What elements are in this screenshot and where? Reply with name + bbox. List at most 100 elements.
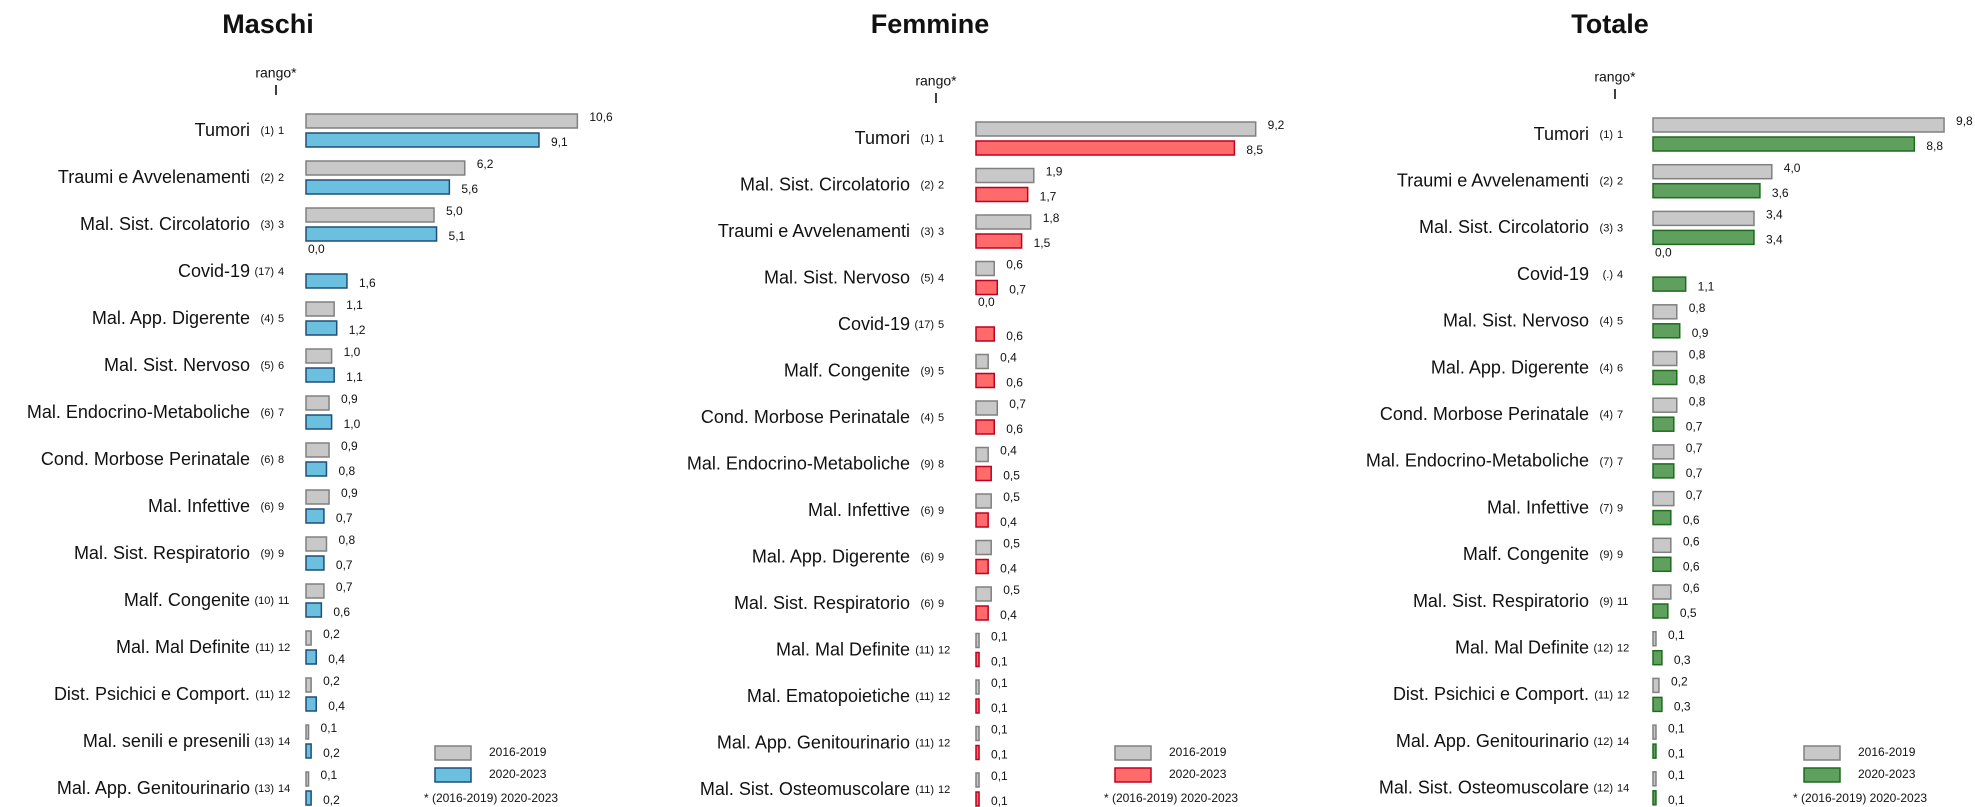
value-label: 0,7 (1009, 397, 1026, 411)
value-label: 0,7 (1686, 441, 1703, 455)
value-label: 9,2 (1268, 118, 1285, 132)
value-label: 0,7 (1009, 283, 1026, 297)
bar (305, 113, 579, 129)
value-label: 0,9 (341, 392, 358, 406)
rank-now: 5 (938, 412, 944, 424)
value-label: 3,6 (1772, 186, 1789, 200)
category-label: Traumi e Avvelenamenti (1397, 170, 1589, 190)
value-label: 0,9 (341, 486, 358, 500)
value-label: 0,8 (338, 464, 355, 478)
bar (975, 632, 980, 649)
value-label: 0,6 (1006, 376, 1023, 390)
rank-now: 12 (1617, 689, 1629, 701)
bar (305, 367, 335, 383)
value-label: 1,1 (1698, 279, 1715, 293)
bar (1652, 603, 1669, 619)
rank-now: 9 (1617, 503, 1623, 515)
value-label: 0,2 (323, 674, 340, 688)
category-label: Mal. Sist. Circolatorio (740, 174, 910, 194)
bar (305, 414, 333, 430)
category-label: Covid-19 (178, 261, 250, 281)
value-label: 0,3 (1674, 700, 1691, 714)
value-label: 0,4 (1000, 608, 1017, 622)
category-label: Mal. App. Genitourinario (57, 778, 250, 798)
panel-title: Femmine (871, 9, 990, 39)
rank-prev: (9) (921, 365, 934, 377)
legend-label: 2020-2023 (1169, 767, 1227, 781)
value-label: 0,8 (1689, 394, 1706, 408)
rank-now: 4 (938, 272, 944, 284)
category-label: Mal. Sist. Circolatorio (80, 214, 250, 234)
value-label: 0,1 (1668, 628, 1685, 642)
value-label: 0,5 (1003, 537, 1020, 551)
rank-now: 12 (938, 737, 950, 749)
value-label: 0,4 (1000, 444, 1017, 458)
category-label: Cond. Morbose Perinatale (1380, 404, 1589, 424)
bar (305, 179, 451, 195)
rank-prev: (11) (915, 737, 934, 749)
rank-prev: (6) (921, 598, 934, 610)
rank-now: 12 (278, 689, 290, 701)
rank-prev: (3) (1600, 222, 1613, 234)
category-label: Mal. Mal Definite (776, 639, 910, 659)
rank-prev: (6) (261, 454, 274, 466)
legend-label: 2020-2023 (489, 767, 547, 781)
value-label: 0,1 (991, 655, 1008, 669)
rank-now: 12 (938, 784, 950, 796)
value-label: 0,1 (991, 748, 1008, 762)
value-label: 0,6 (1006, 422, 1023, 436)
value-label: 0,2 (323, 793, 340, 807)
rank-now: 3 (938, 226, 944, 238)
rank-prev: (3) (921, 226, 934, 238)
bar (305, 132, 540, 148)
bar (1652, 509, 1672, 526)
rank-now: 11 (1617, 596, 1628, 608)
value-label: 0,2 (1671, 675, 1688, 689)
rank-now: 4 (278, 266, 284, 278)
rank-prev: (2) (261, 172, 274, 184)
bar (1652, 117, 1945, 133)
value-label: 0,1 (1668, 768, 1685, 782)
bar (975, 744, 980, 761)
rank-now: 2 (1617, 176, 1623, 188)
category-label: Mal. Ematopoietiche (747, 686, 910, 706)
bar (1652, 416, 1675, 432)
value-label: 0,6 (333, 605, 350, 619)
value-label: 0,1 (1668, 721, 1685, 735)
category-label: Mal. Mal Definite (1455, 637, 1589, 657)
category-label: Cond. Morbose Perinatale (41, 449, 250, 469)
category-label: Mal. Sist. Nervoso (104, 355, 250, 375)
rank-prev: (1) (261, 125, 274, 137)
value-label: 0,0 (978, 295, 995, 309)
bar (1652, 323, 1681, 339)
rank-now: 12 (938, 691, 950, 703)
rank-now: 8 (278, 454, 284, 466)
rank-prev: (6) (921, 551, 934, 563)
rank-prev: (12) (1593, 783, 1613, 795)
value-label: 0,4 (1000, 515, 1017, 529)
bar (305, 226, 438, 242)
category-label: Malf. Congenite (124, 590, 250, 610)
bar (305, 395, 330, 411)
bar (305, 301, 335, 317)
legend-swatch (434, 745, 472, 761)
rank-now: 2 (278, 172, 284, 184)
value-label: 0,4 (328, 652, 345, 666)
bar (1652, 229, 1755, 246)
bar (1652, 790, 1657, 806)
value-label: 0,1 (991, 723, 1008, 737)
bar (1652, 136, 1916, 152)
bar (975, 167, 1035, 184)
value-label: 3,4 (1766, 208, 1783, 222)
bar (1652, 163, 1773, 180)
rank-now: 6 (278, 360, 284, 372)
value-label: 6,2 (477, 157, 494, 171)
bar (305, 649, 317, 665)
rank-prev: (11) (255, 689, 274, 701)
bar (305, 677, 312, 693)
value-label: 9,1 (551, 135, 568, 149)
bar (305, 555, 325, 571)
rank-prev: (11) (915, 644, 934, 656)
rank-prev: (1) (921, 133, 934, 145)
